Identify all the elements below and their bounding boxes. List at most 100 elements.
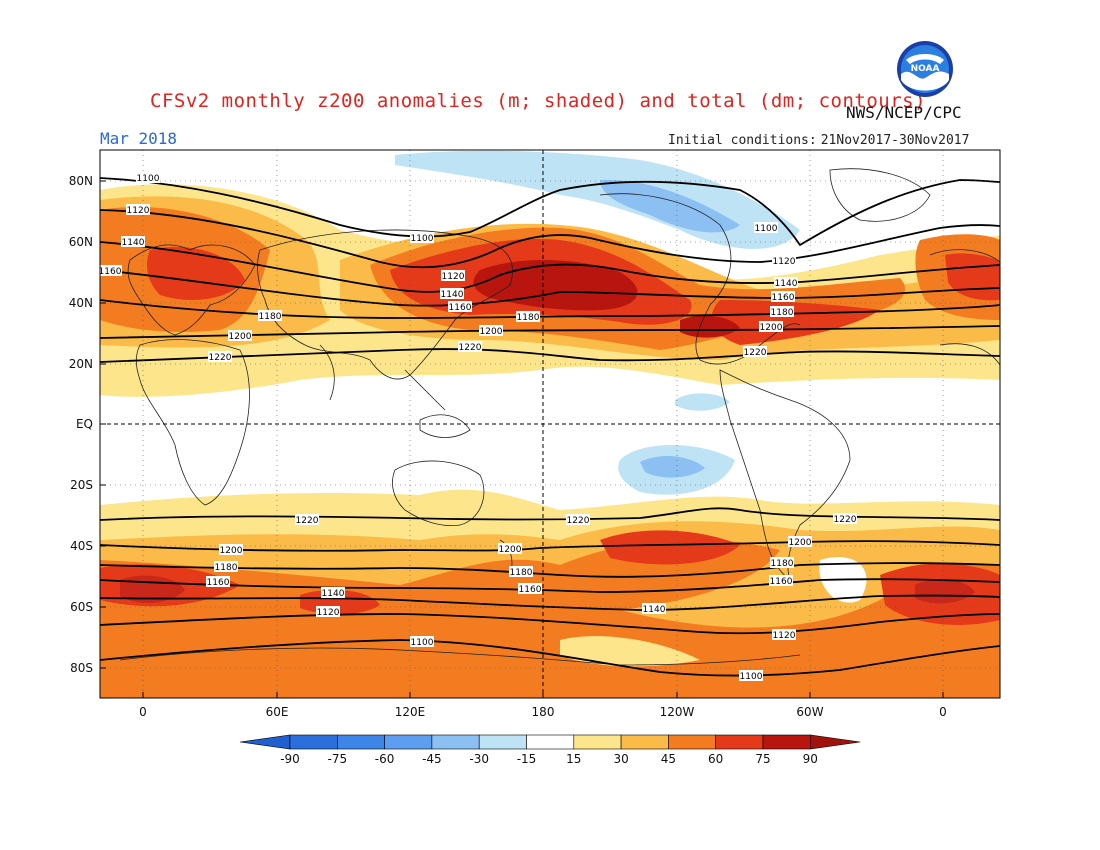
contour-1120-south xyxy=(100,613,1000,635)
colorbar-segment xyxy=(526,734,575,750)
colorbar-arrow-high xyxy=(809,734,861,750)
contour-1140-north xyxy=(100,241,1000,293)
contour-lines xyxy=(100,177,1000,677)
axis-ticks xyxy=(100,180,944,698)
colorbar-label: -60 xyxy=(375,752,395,766)
contour-label: 1100 xyxy=(740,672,763,682)
organization-label: NWS/NCEP/CPC xyxy=(846,103,962,122)
contour-label: 1120 xyxy=(127,206,150,216)
contour-1120-north xyxy=(100,209,1000,269)
shade-south-75c xyxy=(600,530,740,565)
shade-south-90b xyxy=(915,579,975,604)
contour-label: 1200 xyxy=(220,546,243,556)
colorbar-segment xyxy=(384,734,433,750)
contour-1100-south xyxy=(100,639,1000,677)
contour-label: 1180 xyxy=(215,563,238,573)
contour-label: 1140 xyxy=(775,279,798,289)
contour-label: 1220 xyxy=(296,516,319,526)
lat-label: 60N xyxy=(69,235,93,249)
colorbar-segment xyxy=(620,734,669,750)
gridlines xyxy=(100,150,1000,698)
colorbar-label: -90 xyxy=(280,752,300,766)
colorbar-label: 60 xyxy=(708,752,723,766)
contour-label: 1220 xyxy=(209,353,232,363)
colorbar-label: -15 xyxy=(517,752,537,766)
colorbar-segment xyxy=(762,734,811,750)
lat-label: 20S xyxy=(70,478,93,492)
contour-label: 1160 xyxy=(770,577,793,587)
colorbar-label: 30 xyxy=(613,752,628,766)
contour-label: 1160 xyxy=(772,293,795,303)
contour-label: 1200 xyxy=(760,323,783,333)
ic-label: Initial conditions: xyxy=(668,133,817,148)
shade-north-pac-90 xyxy=(473,260,638,311)
colorbar-segment xyxy=(431,734,480,750)
lat-label: 40S xyxy=(70,539,93,553)
contour-label: 1120 xyxy=(442,272,465,282)
contour-label: 1140 xyxy=(441,290,464,300)
colorbar-label: 75 xyxy=(755,752,770,766)
contour-label: 1200 xyxy=(480,327,503,337)
contour-1140-south xyxy=(100,594,1000,611)
anomaly-shading xyxy=(100,150,1000,698)
contour-label: 1140 xyxy=(643,605,666,615)
colorbar-label: 90 xyxy=(803,752,818,766)
lon-label: 180 xyxy=(532,705,555,719)
contour-label: 1100 xyxy=(137,174,160,184)
logo-text: NOAA xyxy=(911,64,940,74)
shade-north-atl-75 xyxy=(711,300,880,345)
contour-label: 1160 xyxy=(449,303,472,313)
colorbar-label: -45 xyxy=(422,752,442,766)
lat-label: 80S xyxy=(70,661,93,675)
contour-labels: 1100 1120 1140 1160 1180 1200 1220 1100 … xyxy=(98,172,857,682)
contour-1160-south xyxy=(100,578,1000,593)
shade-arctic-white xyxy=(800,178,960,243)
contour-label: 1200 xyxy=(789,538,812,548)
contour-1180-south xyxy=(100,562,1000,578)
colorbar-segment xyxy=(715,734,764,750)
contour-1100-north xyxy=(100,177,1000,247)
lat-label: 80N xyxy=(69,174,93,188)
contour-label: 1160 xyxy=(207,578,230,588)
contour-label: 1220 xyxy=(744,348,767,358)
colorbar-label: -30 xyxy=(469,752,489,766)
shade-arctic-neg2 xyxy=(600,179,740,233)
colorbar-segment xyxy=(573,734,622,750)
colorbar-label: -75 xyxy=(327,752,347,766)
contour-1220-south xyxy=(100,507,1000,521)
shade-south-30b xyxy=(560,636,700,667)
colorbar-label: 45 xyxy=(661,752,676,766)
contour-label: 1180 xyxy=(510,568,533,578)
colorbar: -90 -75 -60 -45 -30 -15 15 30 45 60 75 90 xyxy=(239,734,861,766)
colorbar-segment xyxy=(478,734,527,750)
lon-label: 120W xyxy=(660,705,695,719)
contour-label: 1140 xyxy=(322,589,345,599)
contour-label: 1220 xyxy=(459,343,482,353)
lat-label: 60S xyxy=(70,600,93,614)
contour-1220-north xyxy=(100,348,1000,363)
colorbar-segment xyxy=(289,734,338,750)
contour-label: 1180 xyxy=(771,308,794,318)
contour-label: 1100 xyxy=(755,224,778,234)
lat-label: EQ xyxy=(76,417,93,431)
contour-label: 1180 xyxy=(259,312,282,322)
colorbar-segment xyxy=(668,734,717,750)
contour-label: 1100 xyxy=(411,638,434,648)
contour-label: 1120 xyxy=(773,257,796,267)
contour-label: 1220 xyxy=(834,515,857,525)
contour-label: 1120 xyxy=(773,631,796,641)
lon-label: 60W xyxy=(796,705,823,719)
shade-south-60 xyxy=(100,539,1000,698)
contour-label: 1100 xyxy=(411,234,434,244)
contour-label: 1220 xyxy=(567,516,590,526)
colorbar-arrow-low xyxy=(239,734,291,750)
noaa-logo-icon: NOAA xyxy=(897,41,953,97)
lon-label: 60E xyxy=(266,705,289,719)
contour-label: 1120 xyxy=(317,608,340,618)
lon-label: 120E xyxy=(395,705,426,719)
contour-label: 1160 xyxy=(99,267,122,277)
contour-label: 1140 xyxy=(122,238,145,248)
figure-title: CFSv2 monthly z200 anomalies (m; shaded)… xyxy=(150,90,927,112)
shade-north-atl-90 xyxy=(680,315,740,338)
contour-1200-south xyxy=(100,540,1000,552)
